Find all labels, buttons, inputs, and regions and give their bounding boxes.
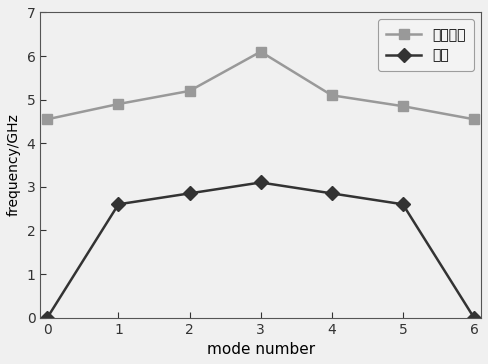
Legend: 一次谐波, 基波: 一次谐波, 基波: [378, 19, 474, 71]
X-axis label: mode number: mode number: [206, 342, 315, 357]
Y-axis label: frequency/GHz: frequency/GHz: [7, 114, 21, 217]
